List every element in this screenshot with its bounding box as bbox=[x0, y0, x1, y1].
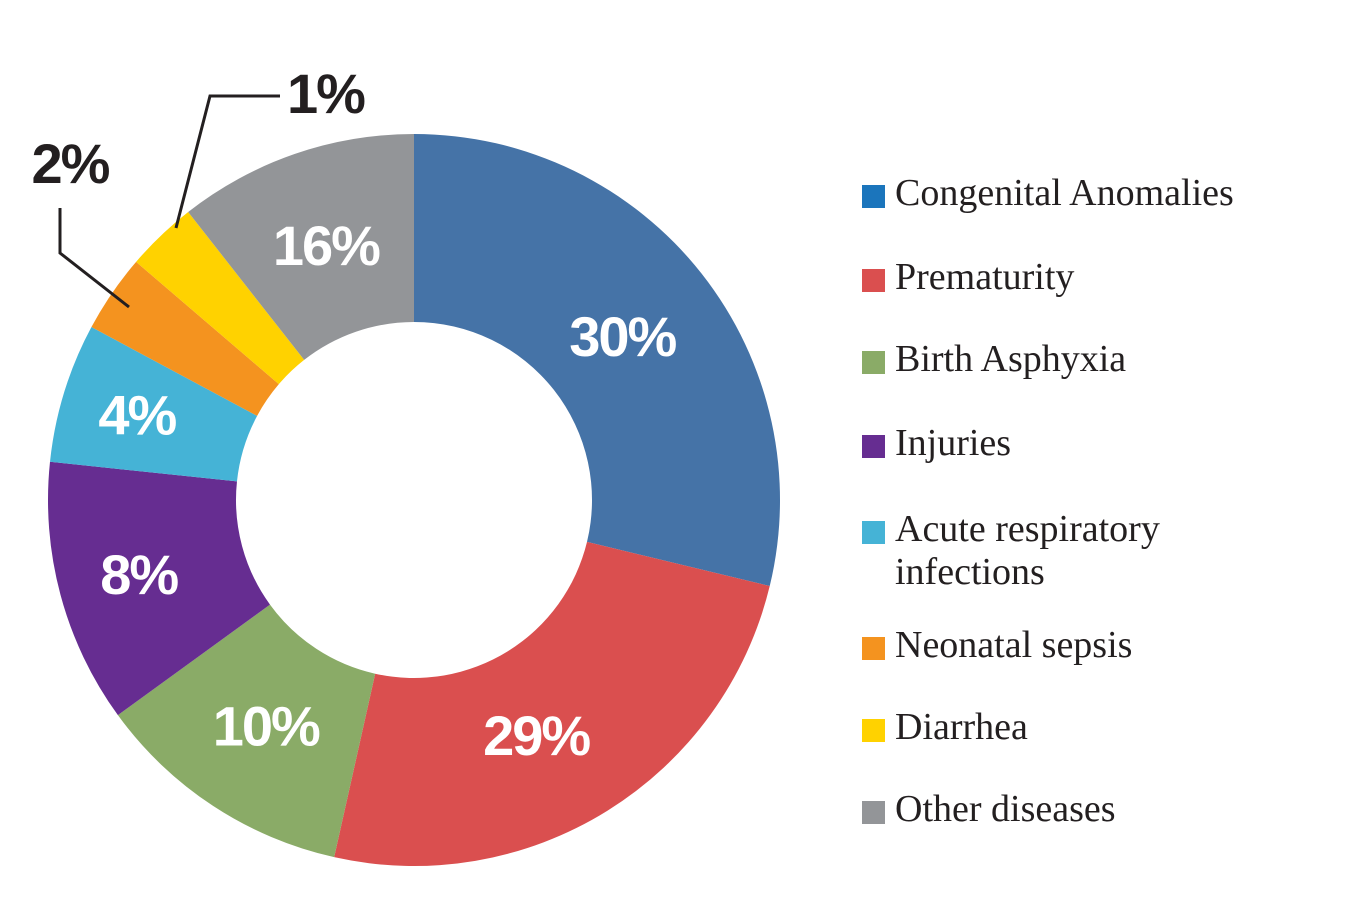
legend-label: Diarrhea bbox=[895, 706, 1028, 748]
slice-label-birth-asphyxia: 10% bbox=[213, 695, 320, 758]
slice-labels: 30% 29% 10% 8% 4% 16% bbox=[98, 214, 678, 767]
callout-lines: 2% 1% bbox=[32, 62, 367, 309]
slice-injuries bbox=[47, 461, 270, 716]
slice-prematurity bbox=[334, 541, 770, 866]
slice-neonatal-sepsis bbox=[91, 261, 279, 416]
legend-label: Congenital Anomalies bbox=[895, 172, 1234, 214]
legend-item-other-diseases: Other diseases bbox=[862, 788, 1295, 831]
callout-line-neonatal-sepsis bbox=[58, 208, 130, 309]
slice-acute-respiratory-infections bbox=[50, 327, 258, 482]
legend-item-prematurity: Prematurity bbox=[862, 256, 1295, 299]
slice-birth-asphyxia bbox=[117, 604, 376, 858]
legend-swatch bbox=[862, 719, 885, 742]
slice-label-prematurity: 29% bbox=[483, 704, 590, 767]
legend-swatch bbox=[862, 521, 885, 544]
slice-other-diseases bbox=[188, 134, 414, 360]
legend-swatch bbox=[862, 269, 885, 292]
slice-label-injuries: 8% bbox=[100, 543, 178, 606]
legend-label: Birth Asphyxia bbox=[895, 338, 1127, 380]
legend-label: Prematurity bbox=[895, 256, 1075, 298]
legend-item-neonatal-sepsis: Neonatal sepsis bbox=[862, 624, 1295, 667]
slice-label-diarrhea: 1% bbox=[287, 62, 365, 125]
legend-label: Other diseases bbox=[895, 788, 1116, 830]
legend-swatch bbox=[862, 637, 885, 660]
slice-diarrhea bbox=[136, 211, 305, 385]
slice-label-neonatal-sepsis: 2% bbox=[32, 132, 110, 195]
slice-label-congenital-anomalies: 30% bbox=[569, 305, 676, 368]
legend-item-injuries: Injuries bbox=[862, 422, 1295, 465]
legend-label: Neonatal sepsis bbox=[895, 624, 1133, 666]
legend-item-diarrhea: Diarrhea bbox=[862, 706, 1295, 749]
callout-line-diarrhea bbox=[174, 94, 280, 229]
legend-label: Injuries bbox=[895, 422, 1012, 464]
slice-label-acute-respiratory-infections: 4% bbox=[98, 384, 176, 447]
legend-item-acute-respiratory-infections: Acute respiratory infections bbox=[862, 508, 1295, 594]
donut-chart: 2% 1% 30% 29% 10% 8% 4% 16% bbox=[32, 62, 780, 866]
legend-item-congenital-anomalies: Congenital Anomalies bbox=[862, 172, 1295, 215]
slice-congenital-anomalies bbox=[414, 134, 780, 587]
legend-swatch bbox=[862, 185, 885, 208]
legend-swatch bbox=[862, 801, 885, 824]
legend-item-birth-asphyxia: Birth Asphyxia bbox=[862, 338, 1295, 381]
donut-slices bbox=[47, 134, 780, 866]
legend-swatch bbox=[862, 435, 885, 458]
legend-swatch bbox=[862, 351, 885, 374]
legend-label: Acute respiratory infections bbox=[895, 508, 1160, 593]
slice-label-other-diseases: 16% bbox=[273, 214, 380, 277]
